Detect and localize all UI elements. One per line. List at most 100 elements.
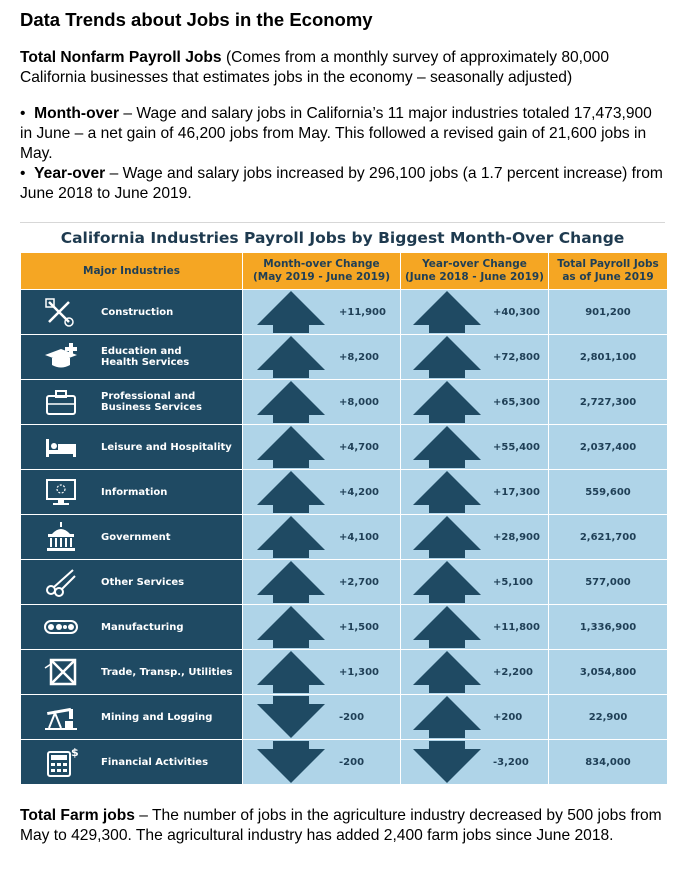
bullet-heading: Month-over [34,105,120,122]
total-jobs-cell: 2,727,300 [548,379,668,425]
industry-label: Mining and Logging [101,711,213,723]
table-row: Leisure and Hospitality +4,700 +55,400 2,03… [20,424,668,470]
header-month-over: Month-over Change (May 2019 - June 2019) [242,252,401,290]
arrow-up-icon [257,336,325,378]
industry-label: Education and Health Services [101,346,190,368]
year-over-value: +2,200 [493,666,534,678]
industry-label: Information [101,486,168,498]
year-over-cell: +40,300 [400,289,549,335]
arrow-up-icon [257,561,325,603]
total-jobs-cell: 577,000 [548,559,668,605]
arrow-up-icon [257,291,325,333]
month-over-cell: +1,300 [242,649,401,695]
total-jobs-cell: 2,037,400 [548,424,668,470]
total-jobs-cell: 834,000 [548,739,668,785]
month-over-cell: +11,900 [242,289,401,335]
month-over-cell: +1,500 [242,604,401,650]
industry-label: Financial Activities [101,756,209,768]
divider [20,222,665,223]
bullet-list: • Month-over – Wage and salary jobs in C… [20,104,665,204]
table-header-row: Major Industries Month-over Change (May 2… [20,252,668,290]
month-over-cell: +8,000 [242,379,401,425]
arrow-up-icon [413,606,481,648]
industry-label: Professional and Business Services [101,391,202,413]
month-over-cell: -200 [242,694,401,740]
industry-table: Major Industries Month-over Change (May 2… [20,252,668,785]
arrow-up-icon [257,471,325,513]
year-over-value: +17,300 [493,486,540,498]
year-over-value: +11,800 [493,621,540,633]
graduation-cap-icon [21,335,101,379]
industry-cell: Professional and Business Services [20,379,243,425]
total-jobs-cell: 2,801,100 [548,334,668,380]
intro-text: (Comes from a monthly survey of approxim… [20,49,610,86]
year-over-value: +28,900 [493,531,540,543]
month-over-value: +4,700 [339,441,380,453]
month-over-value: +2,700 [339,576,380,588]
industry-cell: Other Services [20,559,243,605]
year-over-value: +40,300 [493,306,540,318]
briefcase-icon [21,380,101,424]
industry-label: Government [101,531,171,543]
arrow-up-icon [257,651,325,693]
tools-icon [21,290,101,334]
year-over-cell: +72,800 [400,334,549,380]
month-over-cell: +4,100 [242,514,401,560]
arrow-up-icon [413,336,481,378]
year-over-value: -3,200 [493,756,529,768]
year-over-value: +72,800 [493,351,540,363]
intro-paragraph: Total Nonfarm Payroll Jobs (Comes from a… [20,48,665,88]
year-over-cell: +200 [400,694,549,740]
svg-text:$: $ [71,746,79,759]
farm-jobs-text: – The number of jobs in the agriculture … [20,807,662,844]
industry-cell: Trade, Transp., Utilities [20,649,243,695]
month-over-cell: +4,700 [242,424,401,470]
calculator-icon: $ [21,740,101,784]
header-year-over: Year-over Change (June 2018 - June 2019) [400,252,549,290]
industry-label: Leisure and Hospitality [101,441,232,453]
scissors-icon [21,560,101,604]
farm-jobs-paragraph: Total Farm jobs – The number of jobs in … [20,806,668,846]
month-over-value: +1,500 [339,621,380,633]
bullet-text: – Wage and salary jobs in California’s 1… [20,105,652,162]
arrow-up-icon [413,696,481,738]
year-over-cell: +2,200 [400,649,549,695]
month-over-cell: -200 [242,739,401,785]
industry-cell: Leisure and Hospitality [20,424,243,470]
month-over-value: +8,000 [339,396,380,408]
month-over-value: +11,900 [339,306,386,318]
month-over-value: +4,200 [339,486,380,498]
header-total-jobs: Total Payroll Jobs as of June 2019 [548,252,668,290]
year-over-value: +65,300 [493,396,540,408]
total-jobs-cell: 1,336,900 [548,604,668,650]
table-row: $ Financial Activities -200 -3,200 834,000 [20,739,668,785]
header-industries: Major Industries [20,252,243,290]
bed-icon [21,425,101,469]
table-row: Construction +11,900 +40,300 901,200 [20,289,668,335]
industry-cell: Mining and Logging [20,694,243,740]
year-over-cell: +11,800 [400,604,549,650]
year-over-cell: -3,200 [400,739,549,785]
arrow-up-icon [413,471,481,513]
arrow-up-icon [257,606,325,648]
table-title: California Industries Payroll Jobs by Bi… [60,229,625,247]
year-over-cell: +55,400 [400,424,549,470]
month-over-value: +8,200 [339,351,380,363]
bullet-heading: Year-over [34,165,106,182]
bullet-symbol: • [20,165,26,182]
arrow-up-icon [257,381,325,423]
year-over-cell: +28,900 [400,514,549,560]
bullet-symbol: • [20,105,26,122]
table-row: Education and Health Services +8,200 +72,80… [20,334,668,380]
bullet-month-over: • Month-over – Wage and salary jobs in C… [20,104,665,164]
industry-label: Other Services [101,576,185,588]
year-over-value: +5,100 [493,576,534,588]
table-row: Other Services +2,700 +5,100 577,000 [20,559,668,605]
total-jobs-cell: 559,600 [548,469,668,515]
year-over-value: +55,400 [493,441,540,453]
industry-cell: $ Financial Activities [20,739,243,785]
arrow-up-icon [413,381,481,423]
total-jobs-cell: 3,054,800 [548,649,668,695]
table-row: Trade, Transp., Utilities +1,300 +2,200 3,0… [20,649,668,695]
arrow-up-icon [413,561,481,603]
